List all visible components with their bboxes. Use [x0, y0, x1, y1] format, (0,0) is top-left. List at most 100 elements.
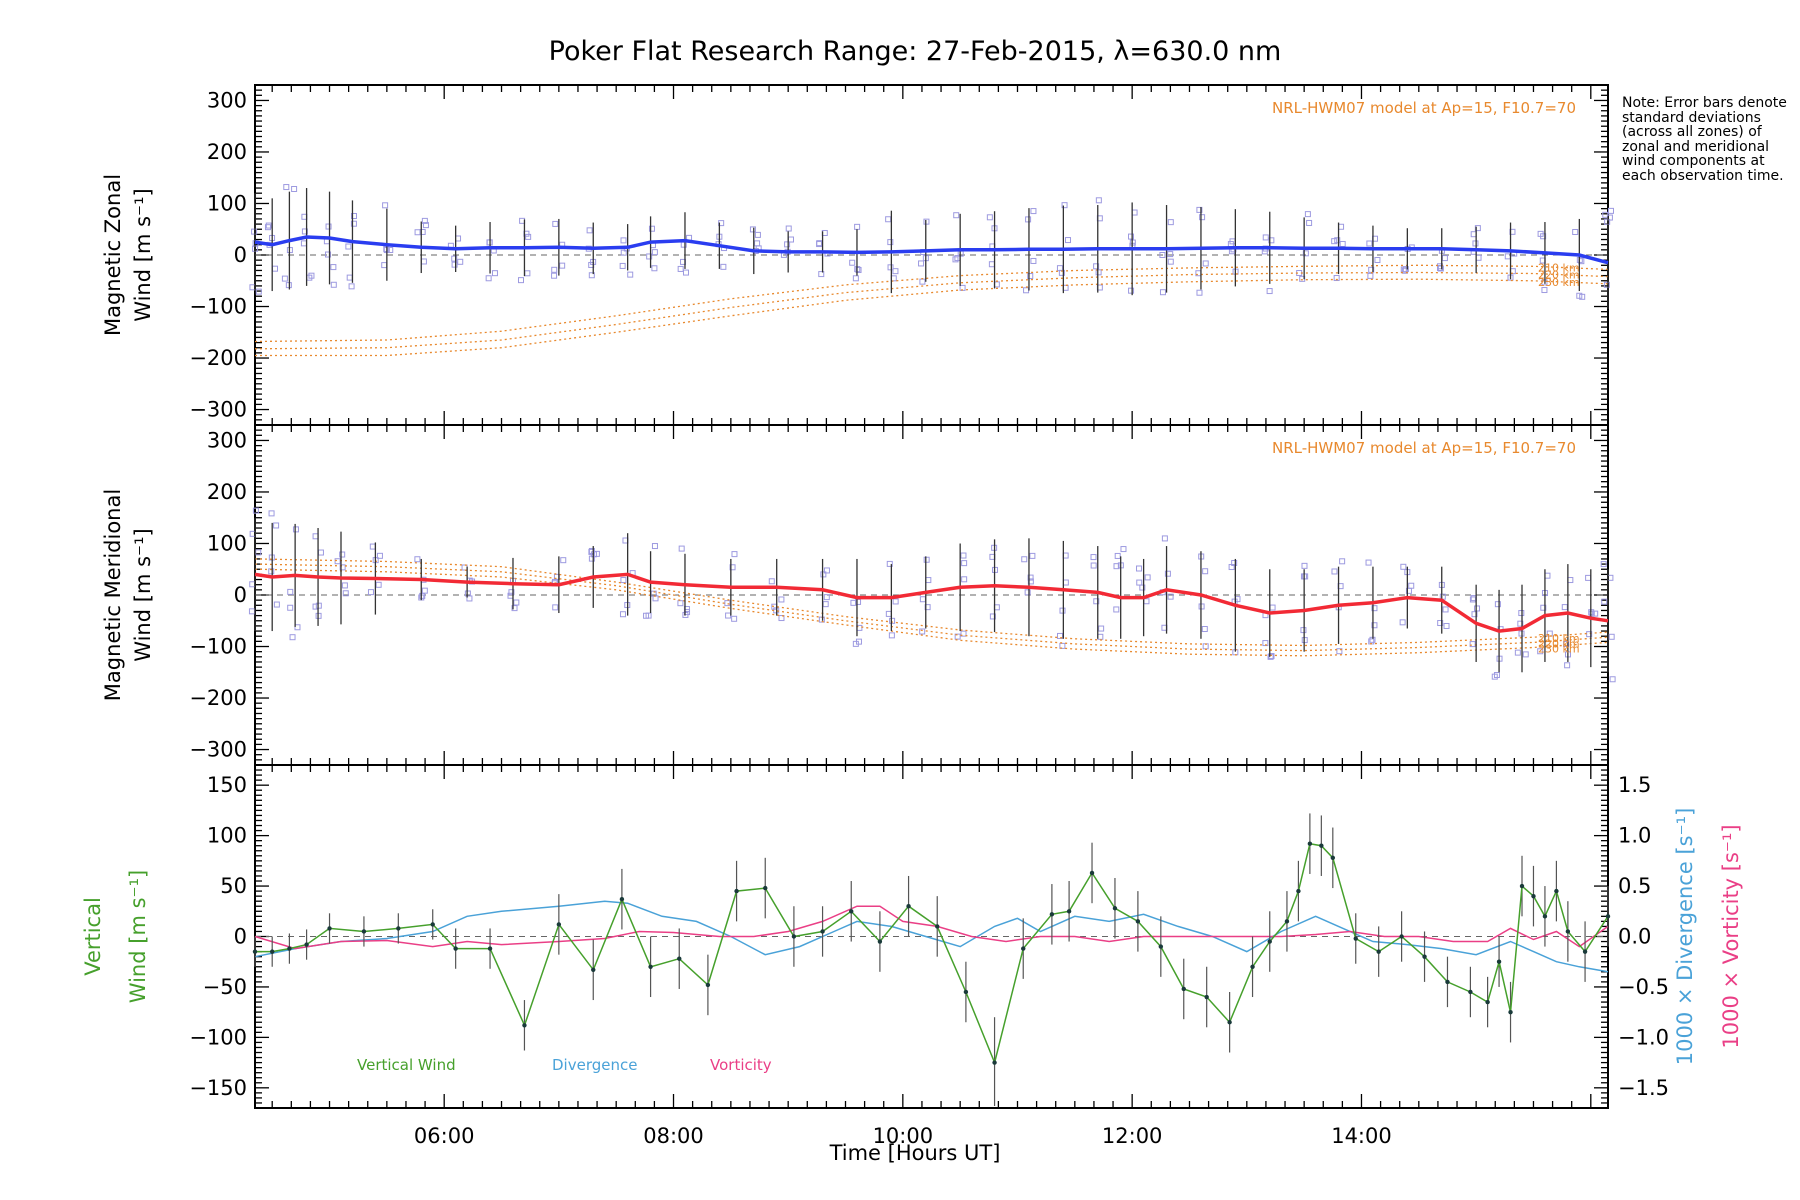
zone-sample-point: [517, 277, 524, 284]
vertical-wind-point: [1250, 964, 1255, 969]
vertical-wind-point: [1021, 946, 1026, 951]
zone-sample-point: [1024, 589, 1031, 596]
zone-sample-point: [330, 281, 337, 288]
model-altitude-label: 230 km: [1538, 643, 1580, 656]
zone-sample-point: [317, 549, 324, 556]
vertical-wind-point: [1049, 912, 1055, 917]
zone-sample-point: [511, 605, 518, 612]
zone-sample-point: [381, 262, 388, 269]
zone-sample-point: [678, 545, 685, 552]
vertical-wind-point: [1353, 936, 1358, 941]
zone-sample-point: [1517, 620, 1524, 627]
zone-sample-point: [249, 581, 256, 588]
zone-sample-point: [986, 214, 993, 221]
zone-sample-point: [886, 560, 893, 567]
vertical-wind-point: [556, 922, 562, 927]
zone-sample-point: [1061, 202, 1068, 209]
vertical-wind-point: [1227, 1020, 1232, 1025]
zone-sample-point: [350, 220, 357, 227]
vertical-wind-point: [327, 926, 332, 931]
zone-sample-point: [281, 275, 288, 282]
zone-sample-point: [1095, 269, 1102, 276]
vertical-wind-point: [522, 1023, 527, 1028]
vertical-wind-point: [849, 909, 854, 914]
zone-sample-point: [1371, 622, 1378, 629]
vertical-wind-point: [1496, 959, 1502, 964]
zone-sample-point: [960, 552, 967, 559]
zone-sample-point: [620, 237, 627, 244]
zone-sample-point: [924, 604, 931, 611]
zone-sample-point: [885, 216, 892, 223]
right-tick-label: −1.5: [1618, 1076, 1669, 1100]
vertical-wind-point: [1422, 954, 1427, 959]
zone-sample-point: [1601, 598, 1608, 605]
zone-sample-point: [1304, 211, 1311, 218]
model-altitude-label: 210 km: [1538, 632, 1580, 645]
zone-sample-point: [1333, 275, 1340, 282]
zone-sample-point: [885, 610, 892, 617]
y-axis-label-line2: Wind [m s⁻¹]: [131, 528, 155, 661]
zone-sample-point: [1608, 633, 1615, 640]
zone-sample-point: [768, 578, 775, 585]
y-tick-label: −100: [189, 635, 247, 659]
zone-sample-point: [627, 271, 634, 278]
zone-sample-point: [1029, 552, 1036, 559]
y-tick-label: 50: [220, 874, 247, 898]
zone-sample-point: [1336, 648, 1343, 655]
zone-sample-point: [1262, 234, 1269, 241]
zone-sample-point: [1196, 206, 1203, 213]
zone-sample-point: [289, 634, 296, 641]
vertical-wind-point: [1445, 979, 1450, 985]
zone-sample-point: [682, 269, 689, 276]
zone-sample-point: [1443, 622, 1450, 629]
zone-sample-point: [1572, 228, 1579, 235]
vertical-wind-point: [1519, 883, 1525, 889]
zone-sample-point: [312, 533, 319, 540]
zone-sample-point: [1266, 288, 1273, 295]
zone-sample-point: [1302, 250, 1309, 257]
zone-sample-point: [1167, 219, 1174, 226]
zone-sample-point: [1231, 559, 1238, 566]
zone-sample-point: [457, 258, 464, 265]
zone-sample-point: [820, 571, 827, 578]
zone-sample-point: [954, 633, 961, 640]
zone-sample-point: [375, 581, 382, 588]
model-altitude-label: 230 km: [1538, 276, 1580, 289]
y-tick-label: 100: [207, 531, 247, 555]
zone-sample-point: [1522, 651, 1529, 658]
vertical-wind-point: [1582, 949, 1588, 954]
y-tick-label: 0: [234, 583, 247, 607]
y-tick-label: −300: [189, 738, 247, 762]
y-tick-label: 200: [207, 140, 247, 164]
zone-sample-point: [491, 270, 498, 277]
zone-sample-point: [341, 582, 348, 589]
model-curve-210-km: [254, 558, 1609, 647]
zonal-wind-line: [254, 235, 1609, 265]
zone-sample-point: [369, 543, 376, 550]
zone-sample-point: [1334, 237, 1341, 244]
zone-sample-point: [1144, 574, 1151, 581]
zone-sample-point: [376, 552, 383, 559]
vertical-wind-point: [1330, 855, 1336, 861]
vorticity-line: [254, 905, 1609, 950]
zone-sample-point: [619, 611, 626, 618]
zone-sample-point: [1514, 649, 1521, 656]
zone-sample-point: [731, 615, 738, 622]
right-tick-label: 1.0: [1618, 824, 1651, 848]
zone-sample-point: [888, 632, 895, 639]
zone-sample-point: [1301, 562, 1308, 569]
zone-sample-point: [1401, 267, 1408, 274]
zone-sample-point: [1114, 552, 1121, 559]
zone-sample-point: [1469, 641, 1476, 648]
zone-sample-point: [252, 507, 259, 514]
vertical-wind-point: [1605, 914, 1611, 919]
zone-sample-point: [1540, 604, 1547, 611]
zone-sample-point: [1167, 251, 1174, 258]
zone-sample-point: [255, 549, 262, 556]
zone-sample-point: [823, 594, 830, 601]
zone-sample-point: [387, 246, 394, 253]
zone-sample-point: [421, 217, 428, 224]
zone-sample-point: [451, 255, 458, 262]
vertical-wind-point: [1485, 999, 1490, 1005]
